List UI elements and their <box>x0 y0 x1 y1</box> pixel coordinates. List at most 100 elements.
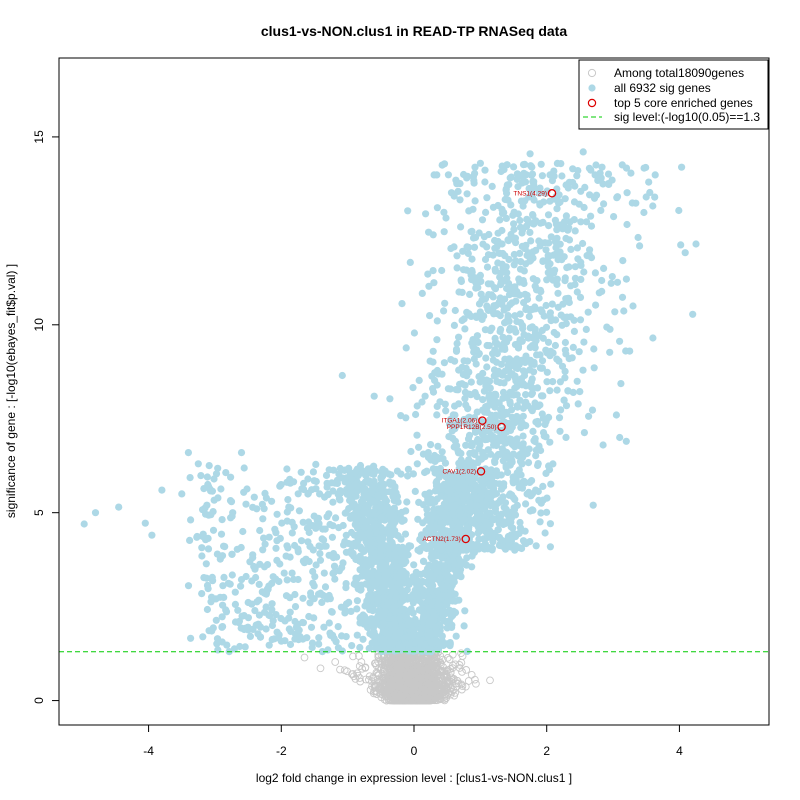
nonsig-gene-point <box>417 677 426 686</box>
sig-gene-point <box>516 216 524 225</box>
sig-gene-point <box>427 572 436 580</box>
sig-gene-point <box>481 178 489 186</box>
sig-gene-point <box>409 470 417 478</box>
sig-gene-point <box>400 605 408 613</box>
sig-gene-point <box>346 514 354 522</box>
sig-gene-point <box>538 172 547 180</box>
sig-gene-point <box>342 508 350 517</box>
sig-gene-point <box>332 514 340 522</box>
sig-gene-point <box>434 442 442 450</box>
sig-gene-point <box>442 407 450 415</box>
sig-gene-point <box>204 545 213 553</box>
sig-gene-point <box>556 248 564 256</box>
nonsig-gene-point <box>436 694 445 702</box>
sig-gene-point <box>370 470 378 478</box>
sig-gene-point <box>618 293 627 301</box>
sig-gene-point <box>401 530 410 538</box>
sig-gene-point <box>539 392 547 400</box>
sig-gene-point <box>528 407 536 415</box>
sig-gene-point <box>386 395 394 403</box>
sig-gene-point <box>548 300 556 308</box>
sig-gene-point <box>513 175 521 183</box>
sig-gene-point <box>611 308 619 316</box>
sig-gene-point <box>213 635 222 643</box>
sig-gene-point <box>457 223 465 231</box>
sig-gene-point <box>365 511 373 519</box>
sig-gene-point <box>465 207 473 215</box>
sig-gene-point <box>592 301 600 309</box>
sig-gene-point <box>404 472 412 480</box>
sig-gene-point <box>414 546 422 554</box>
sig-gene-point <box>491 285 500 293</box>
sig-gene-point <box>369 485 377 493</box>
nonsig-gene-point <box>396 657 405 665</box>
sig-gene-point <box>359 635 367 643</box>
nonsig-gene-point <box>441 690 450 699</box>
sig-gene-point <box>351 539 359 547</box>
sig-gene-point <box>217 530 226 538</box>
sig-gene-point <box>315 640 323 648</box>
sig-gene-point <box>359 509 367 517</box>
nonsig-gene-point <box>448 650 457 659</box>
sig-gene-point <box>381 607 389 615</box>
nonsig-gene-point <box>349 652 357 661</box>
sig-gene-point <box>353 574 361 583</box>
nonsig-gene-point <box>458 668 466 676</box>
sig-gene-point <box>220 573 228 582</box>
sig-gene-point <box>462 441 470 449</box>
sig-gene-point <box>468 552 476 560</box>
nonsig-gene-point <box>316 664 325 673</box>
nonsig-gene-point <box>419 675 428 684</box>
nonsig-gene-point <box>378 658 387 667</box>
nonsig-gene-point <box>416 660 424 669</box>
sig-gene-point <box>441 617 450 626</box>
sig-gene-point <box>407 647 415 655</box>
sig-gene-point <box>413 460 421 468</box>
sig-gene-point <box>394 498 402 506</box>
sig-gene-point <box>377 475 385 483</box>
sig-gene-point <box>268 600 276 608</box>
sig-gene-point <box>403 498 411 506</box>
sig-gene-point <box>435 595 443 604</box>
sig-gene-point <box>268 606 276 614</box>
sig-gene-point <box>526 507 534 515</box>
nonsig-gene-point <box>403 691 412 699</box>
nonsig-gene-point <box>391 695 400 704</box>
sig-gene-point <box>579 366 587 374</box>
sig-gene-point <box>399 594 407 602</box>
sig-gene-point <box>413 619 421 627</box>
sig-gene-point <box>576 316 585 324</box>
sig-gene-point <box>525 312 533 321</box>
sig-gene-point <box>493 358 501 366</box>
sig-gene-point <box>286 608 294 616</box>
sig-gene-point <box>431 487 439 495</box>
sig-gene-point <box>410 561 418 569</box>
sig-gene-point <box>504 236 512 244</box>
sig-gene-point <box>476 516 484 524</box>
sig-gene-point <box>390 615 398 623</box>
nonsig-gene-point <box>425 658 434 667</box>
sig-gene-point <box>391 483 399 491</box>
sig-gene-point <box>366 630 374 638</box>
sig-gene-point <box>336 487 344 495</box>
nonsig-gene-point <box>397 694 406 703</box>
sig-gene-point <box>202 536 210 544</box>
sig-gene-point <box>460 622 468 630</box>
sig-gene-point <box>341 478 349 486</box>
sig-gene-point <box>364 580 372 588</box>
sig-gene-point <box>393 467 401 475</box>
nonsig-gene-point <box>447 676 456 684</box>
nonsig-gene-point <box>355 652 363 660</box>
nonsig-gene-point <box>409 690 418 699</box>
sig-gene-point <box>467 228 475 236</box>
nonsig-gene-point <box>447 684 455 693</box>
sig-gene-point <box>214 464 222 472</box>
sig-gene-point <box>385 550 393 558</box>
nonsig-gene-point <box>361 675 370 684</box>
sig-gene-point <box>375 535 383 543</box>
nonsig-gene-point <box>457 680 466 689</box>
sig-gene-point <box>519 325 527 333</box>
sig-gene-point <box>385 630 393 639</box>
sig-gene-point <box>367 539 375 547</box>
nonsig-gene-point <box>432 662 440 671</box>
